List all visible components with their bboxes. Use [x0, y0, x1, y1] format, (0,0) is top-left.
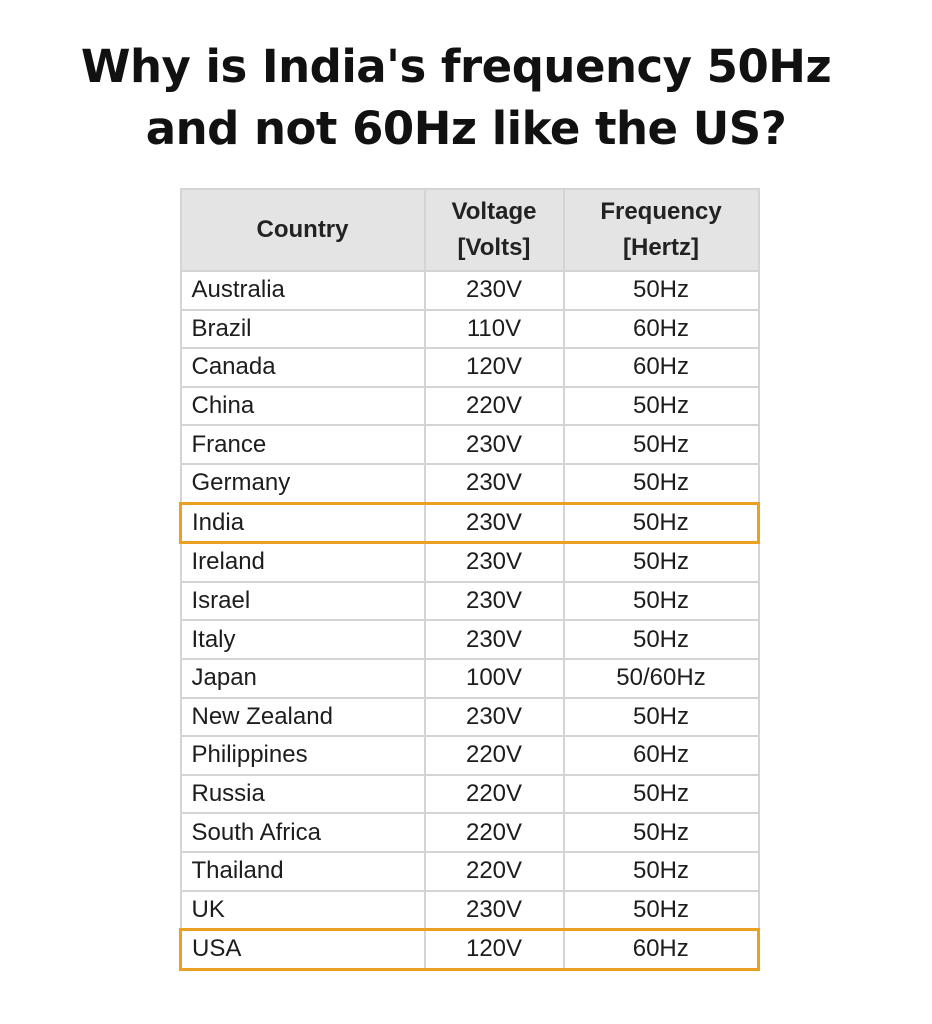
frequency-cell: 50Hz [562, 270, 760, 311]
voltage-cell: 220V [423, 812, 565, 853]
voltage-cell: 230V [423, 424, 565, 465]
country-cell: New Zealand [179, 696, 426, 738]
frequency-cell: 50Hz [562, 580, 760, 622]
voltage-cell: 220V [423, 385, 565, 427]
frequency-cell: 50Hz [562, 541, 760, 583]
country-cell: UK [179, 889, 426, 931]
table-row: France 230V 50Hz [179, 424, 760, 465]
frequency-cell: 60Hz [562, 308, 760, 350]
country-cell: France [179, 424, 426, 465]
frequency-cell: 50Hz [562, 696, 760, 738]
table-row-highlighted: USA 120V 60Hz [179, 928, 760, 971]
frequency-cell: 50Hz [562, 773, 760, 815]
headline-line-2: and not 60Hz like the US? [145, 102, 787, 155]
table-row: China 220V 50Hz [179, 385, 760, 427]
frequency-cell: 50Hz [562, 619, 760, 660]
voltage-cell: 230V [423, 580, 565, 622]
column-header-frequency: Frequency [Hertz] [562, 188, 760, 272]
table-row: Germany 230V 50Hz [179, 462, 760, 505]
country-cell: Ireland [179, 541, 426, 583]
country-cell: Russia [179, 773, 426, 815]
table-row: New Zealand 230V 50Hz [179, 696, 760, 738]
voltage-cell: 230V [423, 889, 565, 931]
column-header-voltage: Voltage [Volts] [423, 188, 565, 272]
country-cell: Thailand [179, 850, 426, 892]
table-row: Brazil 110V 60Hz [179, 308, 760, 350]
country-cell: Philippines [179, 735, 426, 776]
country-cell: South Africa [179, 812, 426, 853]
voltage-frequency-table: Country Voltage [Volts] Frequency [Hertz… [179, 188, 760, 971]
country-cell: Australia [179, 270, 426, 311]
table-row: South Africa 220V 50Hz [179, 812, 760, 853]
column-header-country: Country [179, 188, 426, 272]
voltage-cell: 230V [423, 696, 565, 738]
country-cell: Israel [179, 580, 426, 622]
voltage-cell: 230V [423, 462, 565, 505]
voltage-cell: 100V [423, 657, 565, 699]
headline: Why is India's frequency 50Hz and not 60… [0, 36, 932, 160]
table-row: Ireland 230V 50Hz [179, 541, 760, 583]
voltage-cell: 230V [423, 501, 565, 545]
country-cell: India [179, 501, 426, 545]
frequency-cell: 50Hz [562, 889, 760, 931]
table-row: Philippines 220V 60Hz [179, 735, 760, 776]
frequency-cell: 50Hz [562, 424, 760, 465]
frequency-cell: 50/60Hz [562, 657, 760, 699]
country-cell: Italy [179, 619, 426, 660]
frequency-cell: 50Hz [562, 812, 760, 853]
frequency-cell: 50Hz [562, 462, 760, 505]
table-row: Italy 230V 50Hz [179, 619, 760, 660]
voltage-cell: 110V [423, 308, 565, 350]
voltage-cell: 220V [423, 850, 565, 892]
voltage-cell: 120V [423, 928, 565, 971]
table-row-highlighted: India 230V 50Hz [179, 501, 760, 545]
country-cell: Germany [179, 462, 426, 505]
voltage-cell: 220V [423, 735, 565, 776]
frequency-cell: 60Hz [562, 928, 760, 971]
country-cell: USA [179, 928, 426, 971]
column-header-country-label: Country [256, 216, 349, 243]
frequency-cell: 50Hz [562, 385, 760, 427]
table-row: Australia 230V 50Hz [179, 270, 760, 311]
table-row: UK 230V 50Hz [179, 889, 760, 931]
country-cell: Canada [179, 347, 426, 388]
voltage-cell: 230V [423, 270, 565, 311]
headline-line-1: Why is India's frequency 50Hz [80, 40, 832, 93]
country-cell: Brazil [179, 308, 426, 350]
table-row: Israel 230V 50Hz [179, 580, 760, 622]
table-row: Japan 100V 50/60Hz [179, 657, 760, 699]
column-header-voltage-title: Voltage [451, 198, 537, 225]
table-body: Australia 230V 50Hz Brazil 110V 60Hz Canada 120… [179, 270, 760, 971]
frequency-cell: 50Hz [562, 501, 760, 545]
table-row: Canada 120V 60Hz [179, 347, 760, 388]
table-header-row: Country Voltage [Volts] Frequency [Hertz… [179, 188, 760, 272]
table-row: Thailand 220V 50Hz [179, 850, 760, 892]
frequency-cell: 50Hz [562, 850, 760, 892]
country-cell: China [179, 385, 426, 427]
frequency-cell: 60Hz [562, 735, 760, 776]
table-row: Russia 220V 50Hz [179, 773, 760, 815]
voltage-cell: 230V [423, 541, 565, 583]
voltage-cell: 220V [423, 773, 565, 815]
column-header-frequency-unit: [Hertz] [623, 234, 699, 261]
voltage-cell: 120V [423, 347, 565, 388]
country-cell: Japan [179, 657, 426, 699]
frequency-cell: 60Hz [562, 347, 760, 388]
column-header-voltage-unit: [Volts] [457, 234, 531, 261]
table-header: Country Voltage [Volts] Frequency [Hertz… [179, 188, 760, 272]
voltage-frequency-table-container: Country Voltage [Volts] Frequency [Hertz… [179, 188, 760, 971]
voltage-cell: 230V [423, 619, 565, 660]
column-header-frequency-title: Frequency [600, 198, 722, 225]
